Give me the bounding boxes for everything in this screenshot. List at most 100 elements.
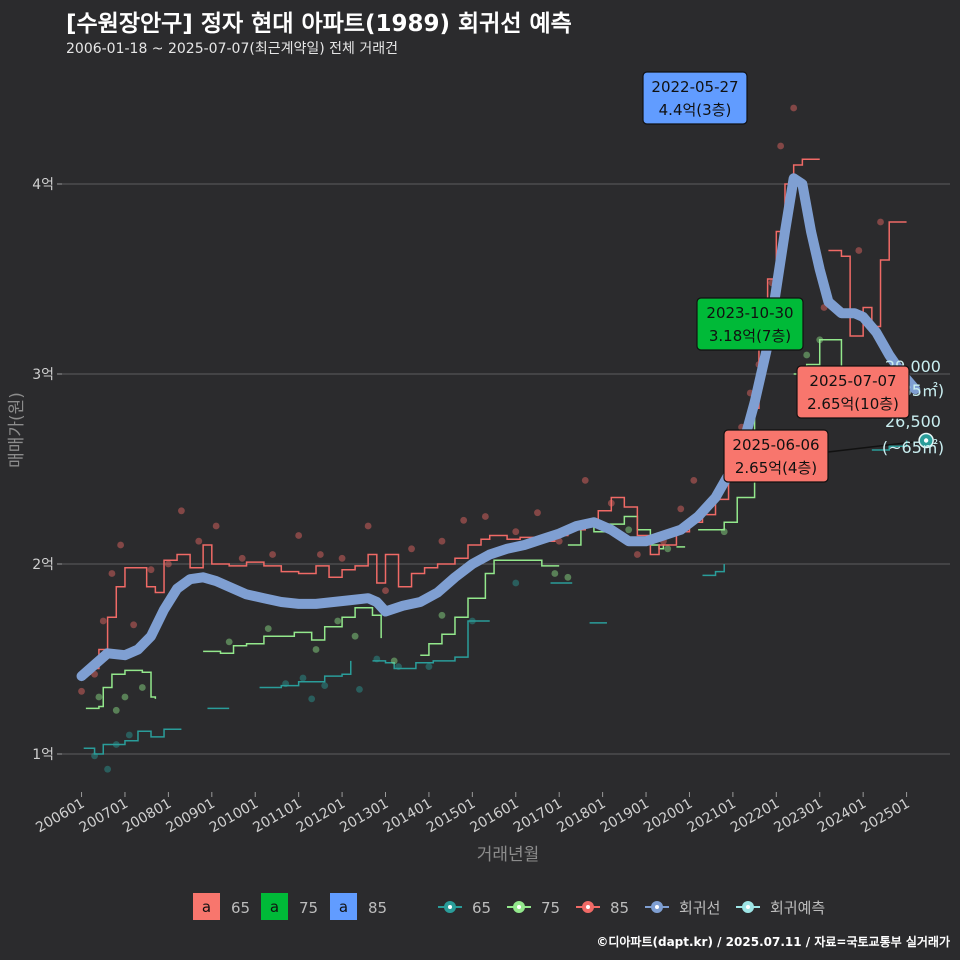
x-axis-title: 거래년월 [477,845,540,865]
series-85-point [238,554,246,562]
forecast-label: (~65㎡) [882,438,944,457]
annotation-date: 2025-06-06 [732,436,819,454]
x-tick-label: 202501 [858,796,912,837]
series-75-point [95,693,103,701]
x-tick-label: 201401 [381,796,435,837]
legend-box-glyph: a [202,898,211,916]
x-tick-label: 201801 [554,796,608,837]
series-85-point [382,587,389,594]
series-75-point [625,526,633,534]
series-85-point [338,554,346,562]
legend-line-label: 회귀선 [679,899,720,917]
annotation-box [723,429,829,483]
chart-title: [수원장안구] 정자 현대 아파트(1989) 회귀선 예측 [66,11,572,37]
series-65-point [468,617,476,625]
annotation-value: 2.65억(10층) [807,395,899,413]
x-tick-label: 201101 [250,796,304,837]
series-65-point [308,695,316,703]
annotation-value: 2.65억(4층) [735,459,817,477]
legend-box-glyph: a [339,898,348,916]
series-85-point [147,566,155,574]
x-tick-label: 202201 [728,796,782,837]
forecast-point-core [923,438,929,443]
x-tick-label: 201701 [511,796,565,837]
series-85-point [295,532,303,539]
series-85-point [607,499,615,507]
x-tick-label: 200701 [77,796,131,837]
series-75-point [551,570,559,577]
series-65-point [373,655,381,663]
series-85-point [178,507,185,515]
legend-box-glyph: a [270,898,279,916]
annotation-box [642,71,748,125]
series-75-point [803,351,811,359]
y-tick-label: 2억 [32,557,54,573]
series-75-point [264,625,272,632]
series-85-point [581,477,589,484]
series-85-line [828,221,907,337]
x-tick-label: 200601 [33,796,87,837]
series-75-line [698,393,756,531]
series-65-point [321,682,329,689]
series-85-line [81,158,820,675]
series-75-point [334,617,342,625]
series-85-point [481,513,489,520]
series-65-line [702,564,725,577]
series-65-point [299,674,307,682]
series-85-point [777,142,785,150]
annotation-box [696,297,804,351]
series-65-line [83,728,182,755]
series-75-point [564,573,572,581]
series-65-point [356,686,363,693]
annotation-date: 2023-10-30 [706,304,793,322]
annotation-box [796,365,910,419]
legend-dot-core [448,905,452,909]
y-tick-label: 1억 [32,747,54,763]
x-tick-label: 202001 [641,796,695,837]
x-tick-label: 202401 [815,796,869,837]
series-65-point [425,663,433,670]
x-tick-label: 202101 [685,796,739,837]
chart-subtitle: 2006-01-18 ~ 2025-07-07(최근계약일) 전체 거래건 [66,41,398,57]
series-75-line [420,559,560,656]
y-tick-label: 4억 [32,177,54,193]
series-75-point [225,638,233,646]
legend-line-label: 85 [610,899,629,917]
series-85-point [677,505,685,513]
series-85-point [78,687,85,695]
annotation-date: 2022-05-27 [651,78,738,96]
legend-line-label: 65 [472,899,491,917]
series-85-point [108,570,116,577]
legend-box-85 [330,893,357,920]
series-65-point [112,741,120,748]
regression-line [76,173,921,682]
series-85-point [790,104,798,112]
series-75-line [203,606,382,655]
series-85-point [512,528,520,536]
y-tick-label: 3억 [32,367,54,383]
annotation-date: 2025-07-07 [809,372,896,390]
series-85-point [269,551,277,558]
x-tick-label: 200901 [164,796,218,837]
series-65-line [871,440,908,451]
x-tick-label: 200801 [120,796,174,837]
series-65-point [512,579,520,587]
series-85-point [316,551,324,558]
legend-box-75 [261,893,288,920]
series-75-point [312,646,320,653]
series-85-point [164,560,172,568]
series-75-point [351,632,359,640]
y-axis-title: 매매가(원) [7,392,27,468]
series-85-point [130,621,138,629]
series-85-point [408,545,415,553]
series-75-line [85,669,157,710]
series-75-point [438,611,446,619]
series-85-point [690,477,698,484]
x-tick-label: 201001 [207,796,261,837]
series-85-point [212,522,220,530]
annotation-value: 3.18억(7층) [709,327,791,345]
series-65-point [125,731,133,739]
x-tick-label: 201501 [424,796,478,837]
series-75-point [720,528,728,536]
series-65-line [259,660,352,689]
